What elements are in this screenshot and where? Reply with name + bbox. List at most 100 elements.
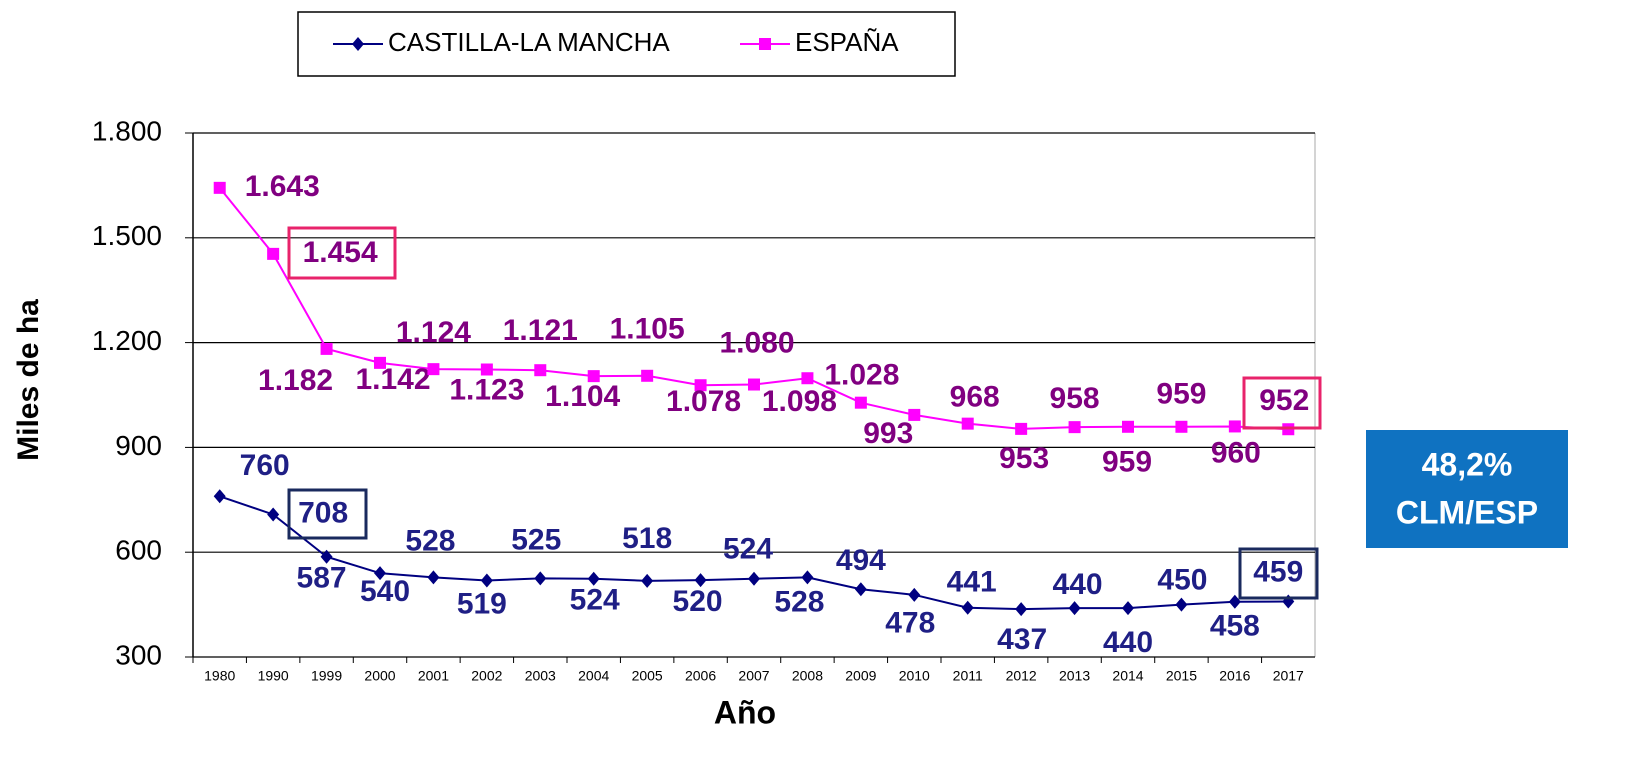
marker xyxy=(801,570,814,585)
data-label: 959 xyxy=(1102,446,1152,479)
x-tick-label: 1990 xyxy=(258,668,289,684)
x-tick-label: 1999 xyxy=(311,668,342,684)
data-label: 518 xyxy=(622,522,672,555)
data-label: 458 xyxy=(1210,610,1260,643)
data-label: 1.080 xyxy=(719,326,794,359)
marker xyxy=(480,573,493,588)
data-label: 1.643 xyxy=(245,170,320,203)
annotation-box xyxy=(1366,430,1568,548)
data-label: 968 xyxy=(950,381,1000,414)
marker xyxy=(1122,601,1134,616)
y-tick-label: 1.500 xyxy=(92,220,162,251)
marker xyxy=(267,507,280,522)
data-label: 459 xyxy=(1253,555,1303,588)
x-tick-label: 2007 xyxy=(738,668,769,684)
data-label: 524 xyxy=(723,533,773,566)
x-tick-label: 2012 xyxy=(1006,668,1037,684)
label-box xyxy=(287,488,368,540)
label-box xyxy=(1242,376,1322,430)
y-tick-label: 1.200 xyxy=(92,325,162,356)
label-box xyxy=(287,226,397,280)
data-label: 1.104 xyxy=(545,380,620,413)
marker xyxy=(748,378,760,391)
x-tick-label: 2015 xyxy=(1166,668,1197,684)
marker xyxy=(427,570,440,585)
data-label: 1.078 xyxy=(666,385,741,418)
marker xyxy=(1015,602,1028,617)
x-tick-label: 2001 xyxy=(418,668,449,684)
data-label: 528 xyxy=(405,524,455,557)
marker xyxy=(427,363,440,376)
marker xyxy=(641,573,654,588)
marker xyxy=(1228,594,1241,609)
marker xyxy=(961,600,974,615)
x-tick-label: 2002 xyxy=(471,668,502,684)
data-label: 1.142 xyxy=(355,363,430,396)
data-label: 1.098 xyxy=(762,385,837,418)
data-label: 494 xyxy=(836,544,886,577)
data-label: 524 xyxy=(570,584,620,617)
data-label: 520 xyxy=(673,585,723,618)
data-label: 1.123 xyxy=(449,373,524,406)
data-label: 441 xyxy=(947,566,997,599)
x-axis-label: Año xyxy=(714,694,776,730)
y-axis-label: Miles de ha xyxy=(12,299,45,461)
x-tick-label: 2000 xyxy=(364,668,395,684)
data-label: 1.121 xyxy=(503,314,578,347)
x-tick-label: 2011 xyxy=(953,668,983,684)
marker xyxy=(1068,421,1081,434)
x-tick-label: 2004 xyxy=(578,668,609,684)
marker xyxy=(1068,601,1081,616)
marker xyxy=(854,396,867,409)
y-tick-label: 600 xyxy=(115,535,162,566)
x-tick-label: 2014 xyxy=(1112,668,1143,684)
y-tick-label: 1.800 xyxy=(92,115,162,146)
x-tick-label: 1980 xyxy=(204,668,235,684)
data-label: 525 xyxy=(511,523,561,556)
data-label: 440 xyxy=(1103,626,1153,659)
data-label: 959 xyxy=(1156,378,1206,411)
data-label: 440 xyxy=(1053,568,1103,601)
marker xyxy=(534,364,547,377)
data-label: 960 xyxy=(1211,436,1261,469)
x-tick-label: 2005 xyxy=(632,668,663,684)
data-label: 528 xyxy=(774,585,824,618)
x-tick-label: 2008 xyxy=(792,668,823,684)
data-label: 1.124 xyxy=(396,316,471,349)
marker xyxy=(374,356,386,369)
marker xyxy=(748,571,760,586)
marker xyxy=(1015,422,1028,435)
label-box xyxy=(1238,547,1319,600)
data-label: 450 xyxy=(1157,564,1207,597)
marker xyxy=(480,363,493,376)
marker xyxy=(801,372,814,385)
data-label: 1.105 xyxy=(610,313,685,346)
data-label: 519 xyxy=(457,587,507,620)
marker xyxy=(213,181,226,194)
marker xyxy=(694,379,707,392)
data-label: 1.028 xyxy=(824,359,899,392)
marker xyxy=(961,417,974,430)
marker xyxy=(641,369,654,382)
marker xyxy=(374,566,386,581)
marker xyxy=(694,573,707,588)
data-label: 437 xyxy=(997,623,1047,656)
y-tick-label: 300 xyxy=(115,639,162,670)
marker xyxy=(534,571,547,586)
data-label: 708 xyxy=(298,496,348,529)
marker xyxy=(320,549,333,564)
data-label: 952 xyxy=(1259,384,1309,417)
legend-box xyxy=(297,11,956,77)
marker xyxy=(759,38,771,50)
legend-label: CASTILLA-LA MANCHA xyxy=(388,27,670,57)
data-label: 540 xyxy=(360,575,410,608)
annotation: CLM/ESP xyxy=(1396,494,1538,530)
x-tick-label: 2006 xyxy=(685,668,716,684)
marker xyxy=(1228,420,1241,433)
data-label: 478 xyxy=(885,607,935,640)
x-tick-label: 2009 xyxy=(845,668,876,684)
x-tick-label: 2017 xyxy=(1273,668,1304,684)
data-label: 953 xyxy=(999,442,1049,475)
data-label: 958 xyxy=(1050,382,1100,415)
